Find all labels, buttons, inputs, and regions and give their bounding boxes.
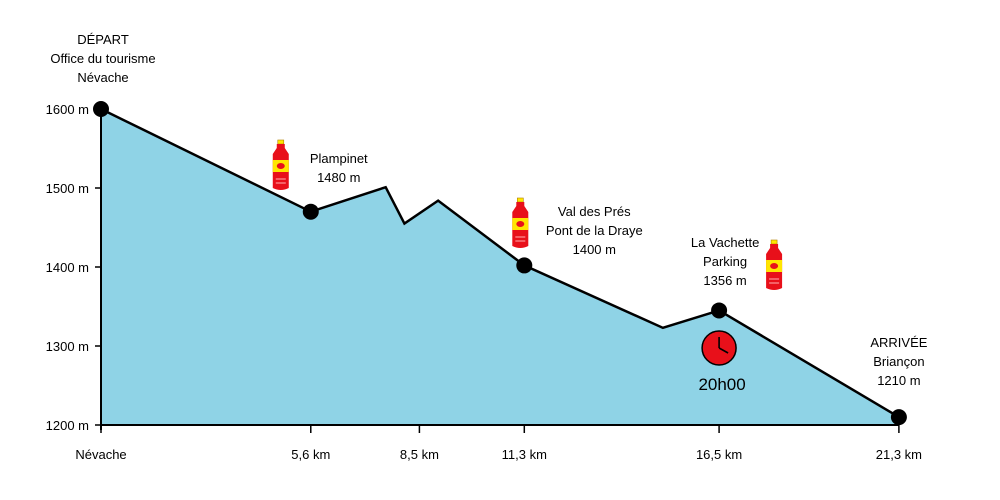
clock-icon xyxy=(701,330,737,366)
waypoint-label: Plampinet xyxy=(310,151,368,166)
waypoint-marker xyxy=(711,302,728,319)
waypoint-marker xyxy=(302,203,319,220)
waypoint-marker xyxy=(516,257,533,274)
waypoint-marker xyxy=(890,409,907,426)
y-tick-label: 1400 m xyxy=(46,260,89,275)
water-bottle-icon xyxy=(766,239,783,290)
waypoint-label: Parking xyxy=(703,254,747,269)
waypoint-label: Val des Prés xyxy=(558,204,631,219)
waypoint-label: 1400 m xyxy=(573,242,616,257)
water-bottle-icon xyxy=(512,197,529,248)
y-tick-label: 1300 m xyxy=(46,339,89,354)
profile-area xyxy=(101,109,899,425)
waypoint-label: ARRIVÉE xyxy=(870,335,927,350)
waypoint-label: 1210 m xyxy=(877,373,920,388)
waypoint-label: DÉPART xyxy=(77,32,129,47)
x-tick-label: 11,3 km xyxy=(502,447,547,462)
x-tick-label: 16,5 km xyxy=(696,447,742,462)
x-tick-label: 8,5 km xyxy=(400,447,439,462)
x-tick-label: Névache xyxy=(75,447,126,462)
y-tick-label: 1600 m xyxy=(46,102,89,117)
waypoint-label: Névache xyxy=(77,70,128,85)
x-tick-label: 21,3 km xyxy=(876,447,922,462)
waypoint-label: Pont de la Draye xyxy=(546,223,643,238)
water-bottle-icon xyxy=(272,139,289,190)
x-tick-label: 5,6 km xyxy=(291,447,330,462)
waypoint-label: La Vachette xyxy=(691,235,759,250)
waypoint-label: 1480 m xyxy=(317,170,360,185)
waypoint-label: 1356 m xyxy=(703,273,746,288)
time-label: 20h00 xyxy=(698,375,745,394)
y-tick-label: 1200 m xyxy=(46,418,89,433)
waypoint-label: Briançon xyxy=(873,354,924,369)
y-tick-label: 1500 m xyxy=(46,181,89,196)
waypoint-marker xyxy=(93,101,109,117)
profile-line xyxy=(100,107,900,419)
waypoint-label: Office du tourisme xyxy=(50,51,155,66)
